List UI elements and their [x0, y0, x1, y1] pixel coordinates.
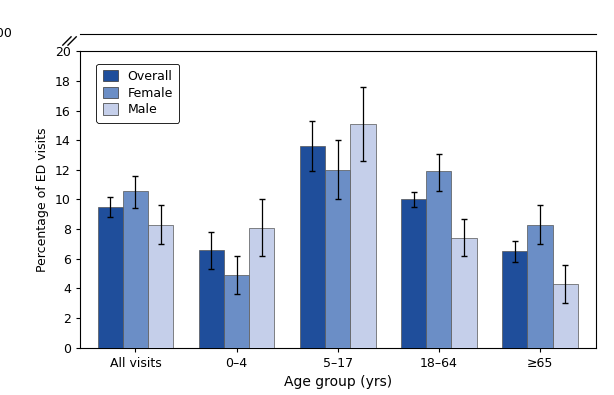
X-axis label: Age group (yrs): Age group (yrs): [284, 375, 392, 389]
Bar: [426, 171, 451, 348]
Bar: [300, 146, 325, 348]
Bar: [123, 191, 148, 348]
Bar: [502, 251, 527, 348]
Bar: [199, 250, 224, 348]
Bar: [98, 207, 123, 348]
Bar: [401, 199, 426, 348]
Bar: [69, 35, 77, 47]
Bar: [224, 275, 249, 348]
Bar: [553, 284, 578, 348]
Bar: [325, 170, 351, 348]
Y-axis label: Percentage of ED visits: Percentage of ED visits: [36, 127, 49, 272]
Bar: [351, 124, 376, 348]
Legend: Overall, Female, Male: Overall, Female, Male: [96, 64, 179, 122]
Bar: [249, 228, 274, 348]
Bar: [451, 238, 476, 348]
Bar: [527, 225, 553, 348]
Text: 100: 100: [0, 27, 13, 40]
Bar: [148, 225, 173, 348]
